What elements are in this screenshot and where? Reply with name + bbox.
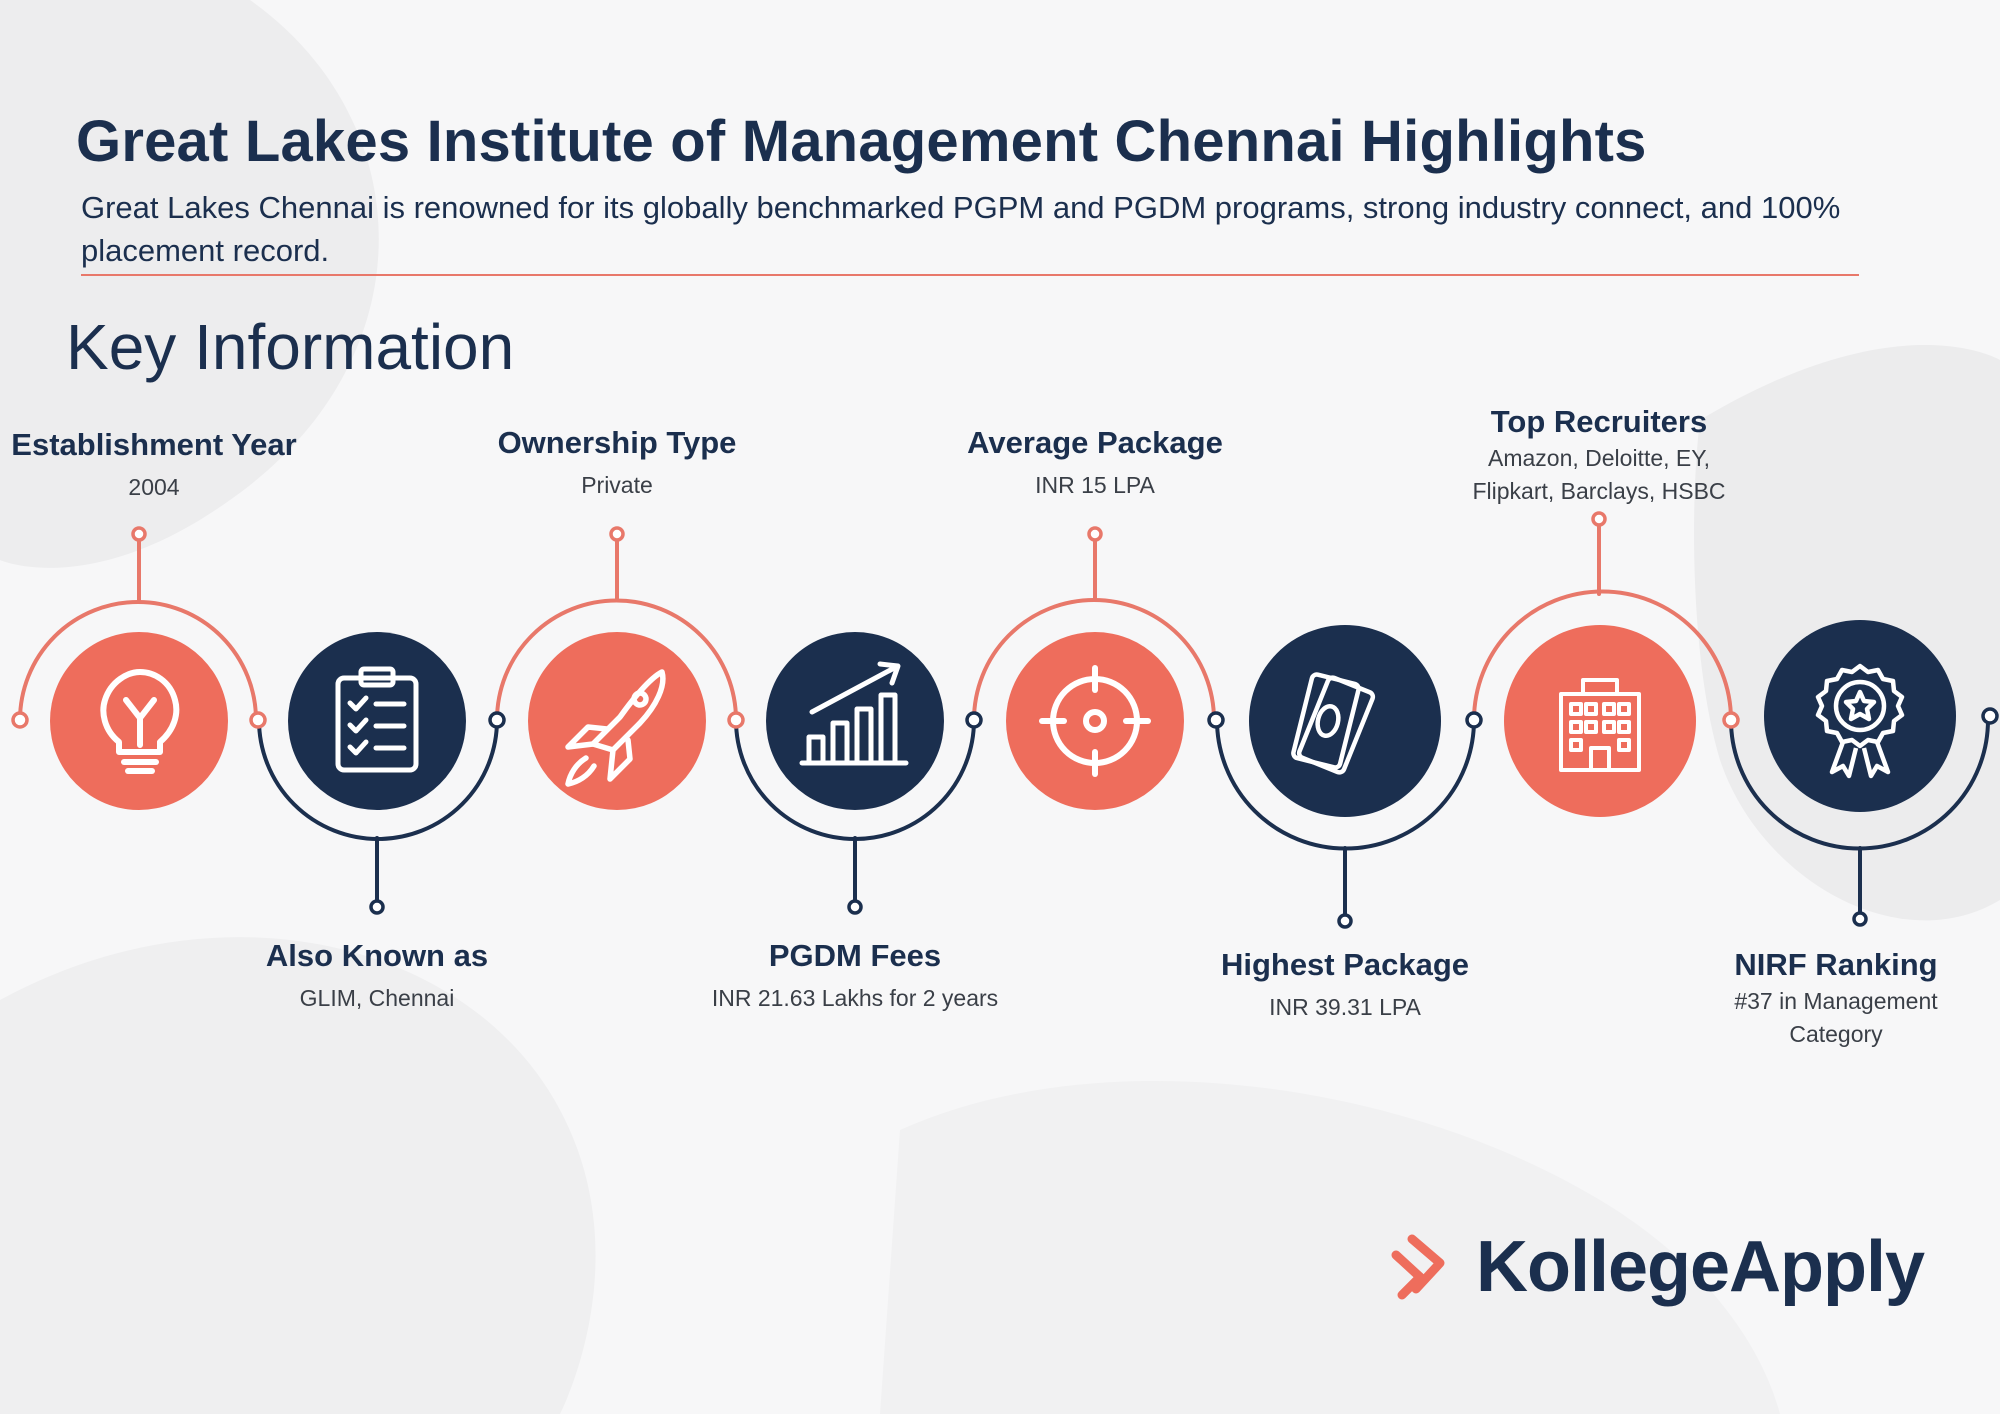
timeline-item-also-known-as: Also Known as GLIM, Chennai: [266, 936, 488, 1015]
arc-7: [1472, 589, 1733, 722]
timeline-item-highest-package: Highest Package INR 39.31 LPA: [1221, 945, 1469, 1024]
item-value: Private: [581, 472, 653, 498]
item-label: Top Recruiters: [1490, 404, 1708, 439]
arc-1: [18, 600, 258, 722]
section-title: Key Information: [66, 311, 515, 383]
money-bills-icon: [1249, 625, 1441, 817]
item-label: Average Package: [967, 425, 1223, 460]
chevron-logo-icon: [1391, 1234, 1445, 1300]
page-title: Great Lakes Institute of Management Chen…: [76, 109, 1647, 174]
item-label: Establishment Year: [11, 427, 297, 462]
item-label: Also Known as: [265, 938, 489, 973]
target-icon: [1006, 632, 1184, 810]
timeline-item-top-recruiters: Top Recruiters Amazon, Deloitte, EY, Fli…: [1449, 402, 1749, 508]
item-value: INR 21.63 Lakhs for 2 years: [711, 985, 999, 1011]
kollegeapply-logo: KollegeApply: [1382, 1222, 1925, 1312]
growth-chart-icon: [766, 632, 944, 810]
item-label: NIRF Ranking: [1734, 947, 1938, 982]
item-value: Amazon, Deloitte, EY, Flipkart, Barclays…: [1472, 445, 1726, 504]
page-subtitle: Great Lakes Chennai is renowned for its …: [81, 190, 1841, 268]
timeline-item-establishment-year: Establishment Year 2004: [11, 425, 296, 504]
timeline-item-nirf-ranking: NIRF Ranking #37 in Management Category: [1711, 945, 1961, 1051]
timeline-item-pgdm-fees: PGDM Fees INR 21.63 Lakhs for 2 years: [712, 936, 998, 1015]
item-value: 2004: [128, 474, 180, 500]
timeline-item-average-package: Average Package INR 15 LPA: [967, 423, 1223, 502]
rocket-icon: [528, 632, 706, 810]
item-label: PGDM Fees: [768, 938, 942, 973]
title-divider: [81, 274, 1859, 276]
lightbulb-icon: [50, 632, 228, 810]
clipboard-checklist-icon: [288, 632, 466, 810]
item-label: Ownership Type: [497, 425, 737, 460]
office-building-icon: [1504, 625, 1696, 817]
item-value: #37 in Management Category: [1734, 988, 1938, 1047]
timeline-item-ownership-type: Ownership Type Private: [498, 423, 737, 502]
award-badge-icon: [1764, 620, 1956, 812]
item-value: INR 15 LPA: [1035, 472, 1155, 498]
item-value: GLIM, Chennai: [299, 985, 455, 1011]
brand-name: KollegeApply: [1476, 1227, 1925, 1307]
item-label: Highest Package: [1220, 947, 1470, 982]
item-value: INR 39.31 LPA: [1269, 994, 1421, 1020]
